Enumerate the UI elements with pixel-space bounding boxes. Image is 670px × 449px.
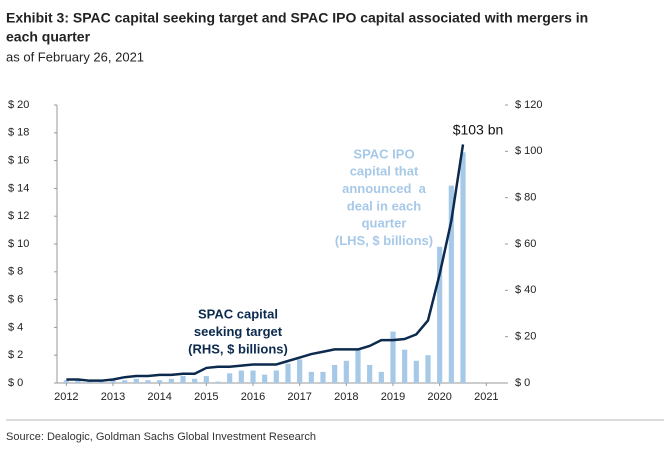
chart-subtitle: as of February 26, 2021 (6, 49, 144, 64)
y2-tick-label: $ 120 (515, 99, 543, 111)
bar (285, 363, 291, 383)
bar (98, 381, 104, 383)
bars-label: capital that (350, 164, 419, 179)
bar (215, 381, 221, 383)
bar (168, 378, 174, 383)
bar (343, 360, 349, 383)
bar (122, 380, 128, 383)
bar (413, 360, 419, 383)
y2-tick-label: $ 100 (515, 145, 543, 157)
y-tick-label: $ 8 (8, 266, 23, 278)
bar (133, 378, 139, 383)
bar (448, 185, 454, 383)
bar (308, 371, 314, 383)
y-tick-label: $ 6 (8, 294, 23, 306)
y2-tick-label: $ 0 (515, 377, 530, 389)
bar (320, 371, 326, 383)
bar (355, 349, 361, 383)
x-tick-label: 2013 (101, 391, 125, 403)
y-tick-label: $ 14 (8, 182, 29, 194)
bar (238, 370, 244, 383)
bar (402, 349, 408, 383)
bar (63, 380, 69, 383)
bar (157, 380, 163, 383)
bar (87, 381, 93, 383)
y2-tick-label: $ 60 (515, 238, 536, 250)
x-tick-label: 2018 (334, 391, 358, 403)
y-tick-label: $ 16 (8, 155, 29, 167)
x-tick-label: 2015 (194, 391, 218, 403)
bar (460, 152, 466, 383)
y-tick-label: $ 0 (8, 377, 23, 389)
bar (180, 376, 186, 383)
line (66, 144, 465, 382)
y-tick-label: $ 2 (8, 349, 23, 361)
y-tick-label: $ 18 (8, 127, 29, 139)
chart-title: each quarter (6, 29, 91, 45)
bars-label: (LHS, $ billions) (335, 233, 433, 248)
line-label: (RHS, $ billions) (188, 341, 288, 356)
bar (425, 355, 431, 383)
bars-label: announced a (342, 181, 427, 196)
y-tick-label: $ 12 (8, 210, 29, 222)
line-label: seeking target (194, 324, 283, 339)
bar (390, 331, 396, 383)
x-tick-label: 2014 (147, 391, 171, 403)
bar (192, 378, 198, 383)
bar (262, 374, 268, 383)
source: Source: Dealogic, Goldman Sachs Global I… (6, 431, 316, 443)
bar (437, 246, 443, 383)
x-tick-label: 2020 (427, 391, 451, 403)
bar (378, 371, 384, 383)
line-label: SPAC capital (198, 306, 278, 321)
x-tick-label: 2021 (474, 391, 498, 403)
bar (203, 376, 209, 383)
end-label: $103 bn (453, 122, 504, 138)
bars-label: deal in each (347, 198, 421, 213)
bar (75, 378, 81, 383)
bars-label: SPAC IPO (353, 146, 414, 161)
x-tick-label: 2017 (287, 391, 311, 403)
bars-label: quarter (362, 216, 407, 231)
chart-title: Exhibit 3: SPAC capital seeking target a… (6, 10, 588, 26)
bar (367, 364, 373, 383)
y2-tick-label: $ 40 (515, 284, 536, 296)
bar (227, 373, 233, 383)
bar (273, 370, 279, 383)
x-tick-label: 2012 (54, 391, 78, 403)
y-tick-label: $ 4 (8, 321, 23, 333)
y-tick-label: $ 20 (8, 99, 29, 111)
bar (145, 380, 151, 383)
y2-tick-label: $ 20 (515, 331, 536, 343)
bar (332, 364, 338, 383)
bar (250, 370, 256, 383)
bar (110, 380, 116, 383)
bar (297, 359, 303, 383)
y2-tick-label: $ 80 (515, 192, 536, 204)
x-tick-label: 2019 (381, 391, 405, 403)
y-tick-label: $ 10 (8, 238, 29, 250)
x-tick-label: 2016 (241, 391, 265, 403)
